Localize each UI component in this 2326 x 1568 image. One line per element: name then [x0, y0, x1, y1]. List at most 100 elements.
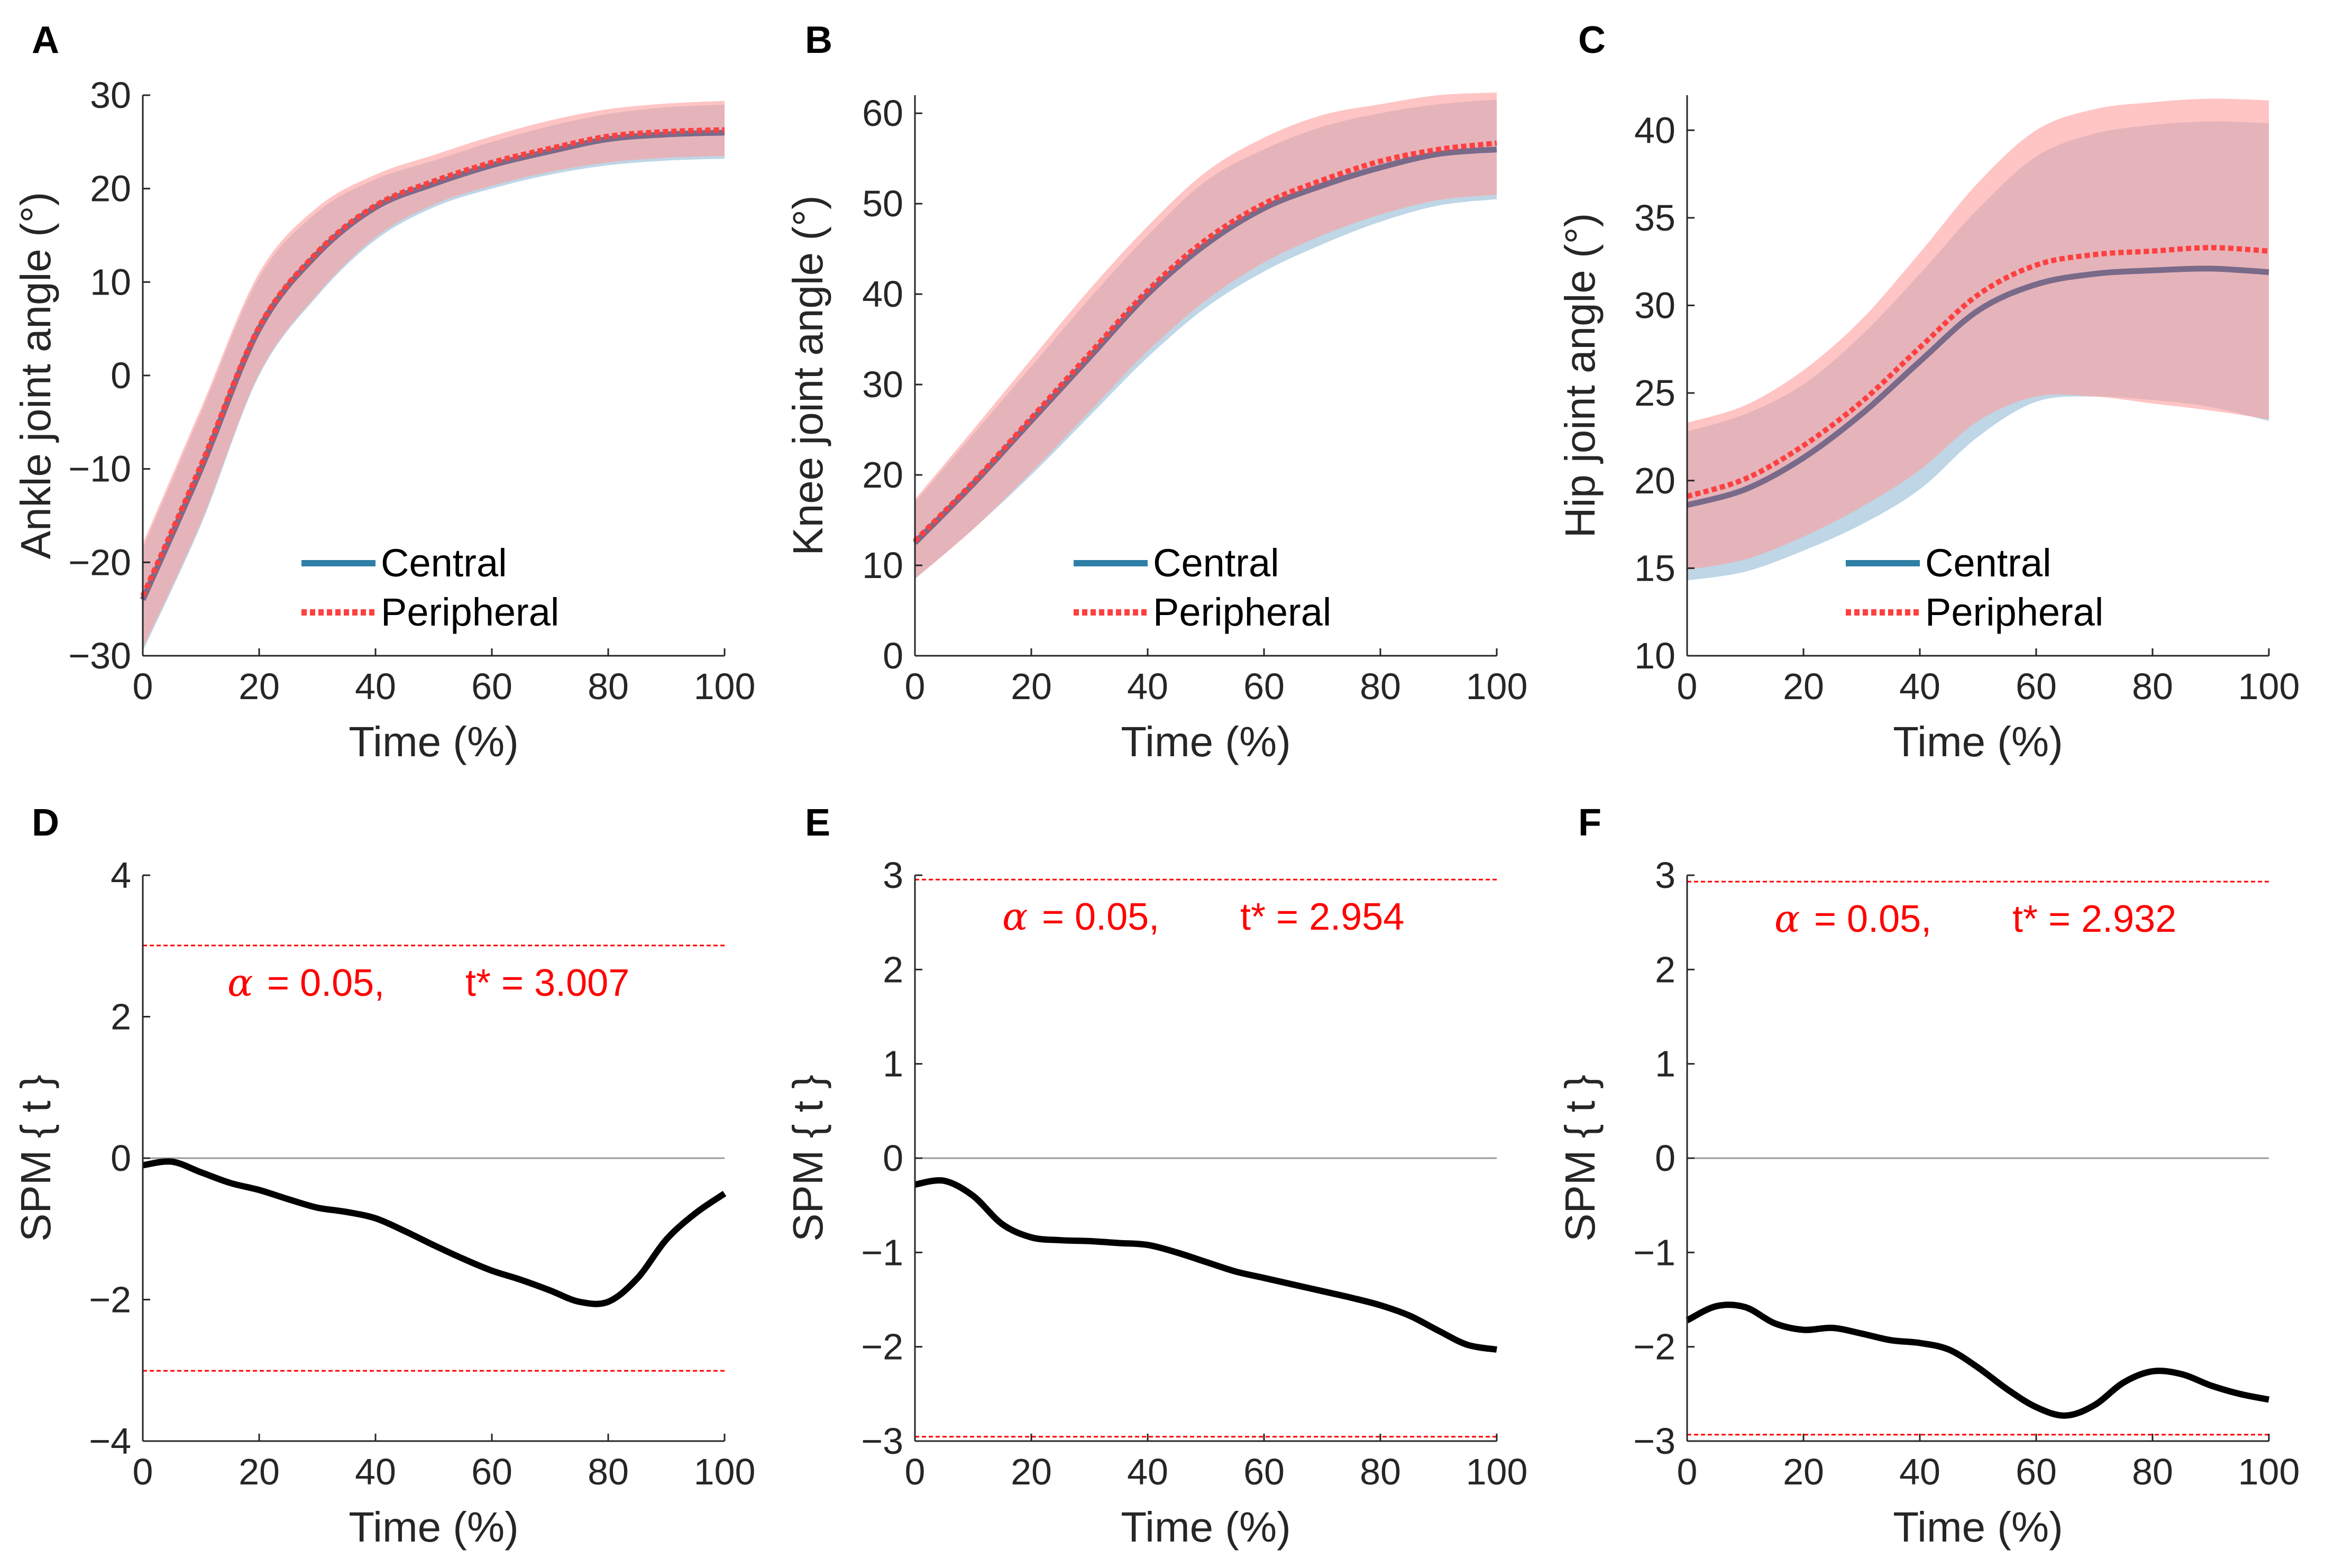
- x-tick-label: 40: [355, 666, 396, 707]
- y-tick-label: 3: [1655, 855, 1675, 896]
- y-tick-label: 0: [883, 635, 903, 676]
- y-tick-label: 20: [90, 168, 131, 209]
- y-tick-label: 10: [90, 261, 131, 302]
- y-tick-label: −3: [1633, 1420, 1675, 1462]
- y-tick-label: −4: [89, 1420, 131, 1462]
- x-tick-label: 0: [1677, 666, 1698, 707]
- plot-area: [140, 100, 725, 652]
- x-tick-label: 100: [694, 666, 756, 707]
- plot-area: α = 0.05, t* = 2.954: [914, 878, 1497, 1438]
- x-tick-label: 0: [1677, 1451, 1698, 1492]
- y-tick-label: 4: [111, 855, 131, 896]
- x-tick-label: 40: [1899, 1451, 1940, 1492]
- legend: Central Peripheral: [1846, 541, 2103, 634]
- y-tick-label: −2: [1633, 1326, 1675, 1368]
- peripheral-mean-line: [1686, 245, 2269, 499]
- y-tick-label: 0: [111, 1138, 131, 1179]
- spm-t-curve: [142, 1158, 727, 1307]
- x-tick-label: 0: [905, 1451, 926, 1492]
- x-axis-label: Time (%): [1893, 1503, 2063, 1551]
- plot-area: α = 0.05, t* = 3.007: [142, 945, 727, 1372]
- y-axis-label: Hip joint angle (°): [1556, 213, 1604, 538]
- x-axis-label: Time (%): [1121, 718, 1290, 765]
- alpha-value: = 0.05,: [1042, 896, 1159, 938]
- panel-letter: A: [32, 19, 59, 61]
- x-tick-label: 60: [2016, 666, 2057, 707]
- legend-central-label: Central: [381, 541, 507, 585]
- y-tick-label: 35: [1634, 197, 1675, 239]
- x-tick-label: 20: [1783, 1451, 1824, 1492]
- legend-central-label: Central: [1925, 541, 2052, 585]
- y-tick-label: 30: [862, 364, 903, 405]
- x-tick-label: 0: [905, 666, 926, 707]
- legend-peripheral-label: Peripheral: [1153, 590, 1331, 634]
- y-tick-label: −20: [68, 542, 131, 583]
- panel-a: A 0 20 40 60 80 100 −30 −20 −10 0 10 20 30 Time (%) Ank…: [12, 19, 755, 765]
- panel-c: C 0 20 40 60 80 100 10 15 20 25 30 35 40 Time (%) Hip j…: [1556, 19, 2300, 765]
- peripheral-mean-line: [913, 140, 1497, 543]
- x-tick-label: 100: [2238, 1451, 2300, 1492]
- panel-letter: F: [1578, 802, 1601, 844]
- alpha-value: = 0.05,: [267, 962, 384, 1004]
- y-tick-label: 0: [1655, 1138, 1675, 1179]
- x-tick-label: 20: [1011, 666, 1052, 707]
- x-tick-label: 60: [1243, 1451, 1285, 1492]
- plot-area: [913, 92, 1497, 579]
- y-tick-label: 1: [883, 1043, 903, 1085]
- panel-d: Dα = 0.05, t* = 3.007 0 20 40 60 80 100 −4 −2 0 2 4 Ti…: [12, 802, 755, 1551]
- legend-central-label: Central: [1153, 541, 1279, 585]
- y-tick-label: 0: [111, 355, 131, 396]
- y-tick-label: 25: [1634, 372, 1675, 414]
- y-axis-label: SPM { t }: [784, 1075, 831, 1242]
- panel-b: B 0 20 40 60 80 100 0 10 20 30 40 50 60 Time (%) Knee j…: [784, 19, 1527, 765]
- y-tick-label: 60: [862, 93, 903, 134]
- y-tick-label: 40: [862, 273, 903, 315]
- x-tick-label: 80: [2132, 666, 2173, 707]
- y-tick-label: −1: [861, 1232, 903, 1273]
- y-axis-label: Ankle joint angle (°): [12, 192, 59, 560]
- y-tick-label: 3: [883, 855, 903, 896]
- alpha-symbol: α: [227, 960, 253, 1005]
- panel-letter: B: [805, 19, 832, 61]
- x-tick-label: 20: [1783, 666, 1824, 707]
- y-tick-label: −30: [68, 635, 131, 676]
- x-tick-label: 100: [1466, 1451, 1528, 1492]
- y-axis-label: SPM { t }: [1556, 1075, 1604, 1242]
- x-tick-label: 40: [1127, 666, 1168, 707]
- y-tick-label: 10: [862, 545, 903, 586]
- x-axis-label: Time (%): [349, 1503, 518, 1551]
- plot-area: [1686, 98, 2269, 581]
- y-tick-label: 2: [883, 949, 903, 990]
- x-tick-label: 100: [694, 1451, 756, 1492]
- legend-peripheral-label: Peripheral: [1925, 590, 2103, 634]
- y-tick-label: 40: [1634, 109, 1675, 151]
- alpha-symbol: α: [1774, 896, 1800, 941]
- y-axis-label: Knee joint angle (°): [784, 195, 831, 555]
- central-mean-line: [1686, 265, 2269, 508]
- alpha-value: = 0.05,: [1814, 898, 1931, 940]
- y-tick-label: 2: [1655, 949, 1675, 990]
- panel-e: Eα = 0.05, t* = 2.954 0 20 40 60 80 100 −3 −2 −1 0 1 2…: [784, 802, 1527, 1551]
- y-tick-label: 2: [111, 996, 131, 1038]
- x-tick-label: 40: [1899, 666, 1940, 707]
- x-tick-label: 80: [588, 1451, 629, 1492]
- x-tick-label: 60: [1243, 666, 1285, 707]
- y-tick-label: −2: [861, 1326, 903, 1368]
- y-tick-label: −10: [68, 448, 131, 490]
- peripheral-sd-band: [1687, 98, 2269, 570]
- y-tick-label: −3: [861, 1420, 903, 1462]
- spm-t-curve: [914, 1177, 1497, 1353]
- x-tick-label: 60: [2016, 1451, 2057, 1492]
- panel-letter: E: [805, 802, 830, 844]
- x-tick-label: 80: [1360, 666, 1401, 707]
- critical-threshold-value: t* = 2.954: [1240, 896, 1404, 938]
- x-tick-label: 60: [471, 666, 512, 707]
- y-tick-label: 10: [1634, 635, 1675, 676]
- peripheral-mean-line: [140, 127, 725, 597]
- x-tick-label: 20: [1011, 1451, 1052, 1492]
- x-tick-label: 40: [355, 1451, 396, 1492]
- x-axis-label: Time (%): [1893, 718, 2063, 765]
- peripheral-sd-band: [143, 100, 725, 648]
- peripheral-sd-band: [915, 92, 1497, 579]
